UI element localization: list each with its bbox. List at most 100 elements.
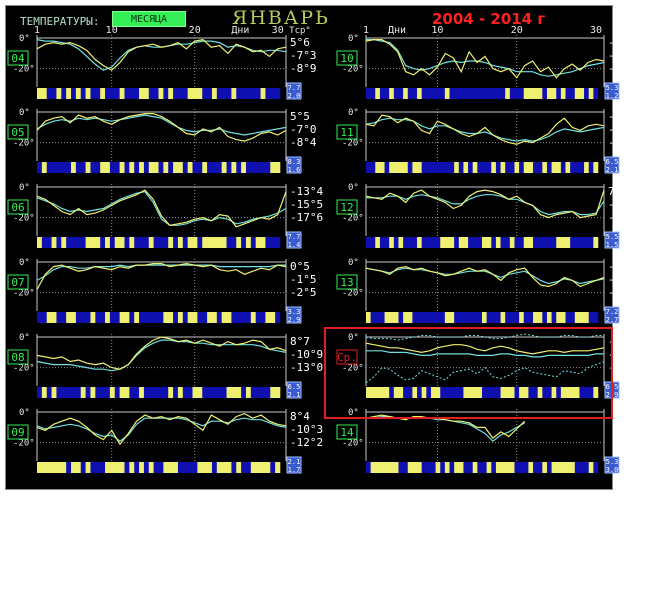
day-bar: [37, 88, 43, 99]
panel-name-box: [7, 424, 29, 440]
day-bar: [486, 387, 492, 398]
day-bar: [241, 387, 247, 398]
day-bar: [221, 312, 227, 323]
day-bar: [265, 312, 271, 323]
day-bar: [574, 237, 580, 248]
day-bar: [505, 237, 511, 248]
day-bar: [119, 462, 125, 473]
day-bar: [379, 162, 385, 173]
day-bar: [482, 162, 487, 173]
day-bar: [61, 88, 67, 99]
month-button[interactable]: МЕСЯЦА: [112, 11, 186, 27]
day-bar: [80, 162, 86, 173]
day-bar: [182, 462, 188, 473]
counter-box: [286, 456, 302, 474]
day-bar: [477, 387, 483, 398]
day-bar: [168, 387, 174, 398]
day-bar: [139, 162, 145, 173]
panel-stat: 5°5: [290, 110, 310, 123]
day-bar: [389, 162, 395, 173]
day-bar: [90, 162, 96, 173]
day-bar: [265, 88, 271, 99]
series-year-line: [36, 262, 287, 290]
day-bar: [389, 462, 395, 473]
day-bar: [384, 312, 390, 323]
day-bar: [551, 88, 557, 99]
day-bar: [556, 312, 562, 323]
panel-stat: 5°6: [290, 36, 310, 49]
day-bar: [407, 237, 413, 248]
day-bar: [393, 462, 399, 473]
panel-name-box: [7, 199, 29, 215]
counter-box: [286, 82, 302, 100]
day-bar: [523, 237, 529, 248]
day-bar: [265, 387, 271, 398]
day-bar: [95, 312, 101, 323]
y-tick-label: -20°: [342, 439, 364, 449]
day-bar: [163, 237, 169, 248]
day-bar: [593, 387, 599, 398]
day-bar: [134, 387, 140, 398]
day-bar: [75, 387, 82, 398]
day-bar: [211, 312, 218, 323]
day-bar: [153, 387, 159, 398]
day-bar: [143, 88, 150, 99]
day-bar: [265, 162, 271, 173]
day-bar: [435, 312, 441, 323]
day-bar: [61, 312, 67, 323]
day-bar: [449, 237, 455, 248]
day-bar: [148, 387, 154, 398]
day-bar: [560, 387, 566, 398]
day-bar: [61, 162, 67, 173]
day-bar: [46, 162, 52, 173]
day-bar: [245, 312, 252, 323]
day-bar: [226, 162, 232, 173]
day-bar: [546, 387, 552, 398]
day-bar: [153, 162, 159, 173]
day-bar: [560, 88, 566, 99]
day-bar: [472, 237, 478, 248]
day-bar: [75, 162, 82, 173]
day-bar: [495, 462, 501, 473]
day-bar: [245, 162, 252, 173]
day-bar: [393, 387, 399, 398]
day-bar: [124, 162, 130, 173]
day-bar: [426, 162, 432, 173]
day-bar: [491, 312, 497, 323]
day-bar: [379, 387, 385, 398]
day-bar: [236, 88, 242, 99]
day-bar: [449, 88, 455, 99]
panel-stat: 7°4: [608, 185, 628, 198]
day-bar: [430, 387, 436, 398]
day-bar: [463, 162, 469, 173]
day-bar: [588, 462, 594, 473]
day-bar: [588, 387, 594, 398]
day-bar: [435, 237, 441, 248]
counter-top: 7.7: [288, 233, 301, 241]
day-bar: [129, 462, 135, 473]
day-bar: [216, 237, 222, 248]
day-bar: [430, 312, 436, 323]
day-bar: [440, 312, 446, 323]
series-avg-line: [36, 114, 287, 136]
day-bar: [523, 462, 529, 473]
series-avg-line: [366, 350, 604, 358]
y-tick-label: -20°: [342, 65, 364, 75]
day-bar: [66, 162, 72, 173]
day-bar: [440, 162, 446, 173]
counter-top: 6.5: [288, 383, 301, 391]
day-bar: [426, 312, 432, 323]
day-bar: [486, 162, 492, 173]
day-bar: [430, 462, 436, 473]
day-bar: [231, 462, 237, 473]
day-bar: [114, 162, 120, 173]
series-min-line: [365, 361, 605, 384]
day-bar: [454, 162, 460, 173]
day-bar: [139, 312, 145, 323]
day-bar: [270, 387, 276, 398]
day-bar: [500, 237, 506, 248]
day-bar: [403, 162, 409, 173]
day-bar: [265, 237, 271, 248]
day-bar: [46, 237, 52, 248]
day-bar: [468, 312, 474, 323]
